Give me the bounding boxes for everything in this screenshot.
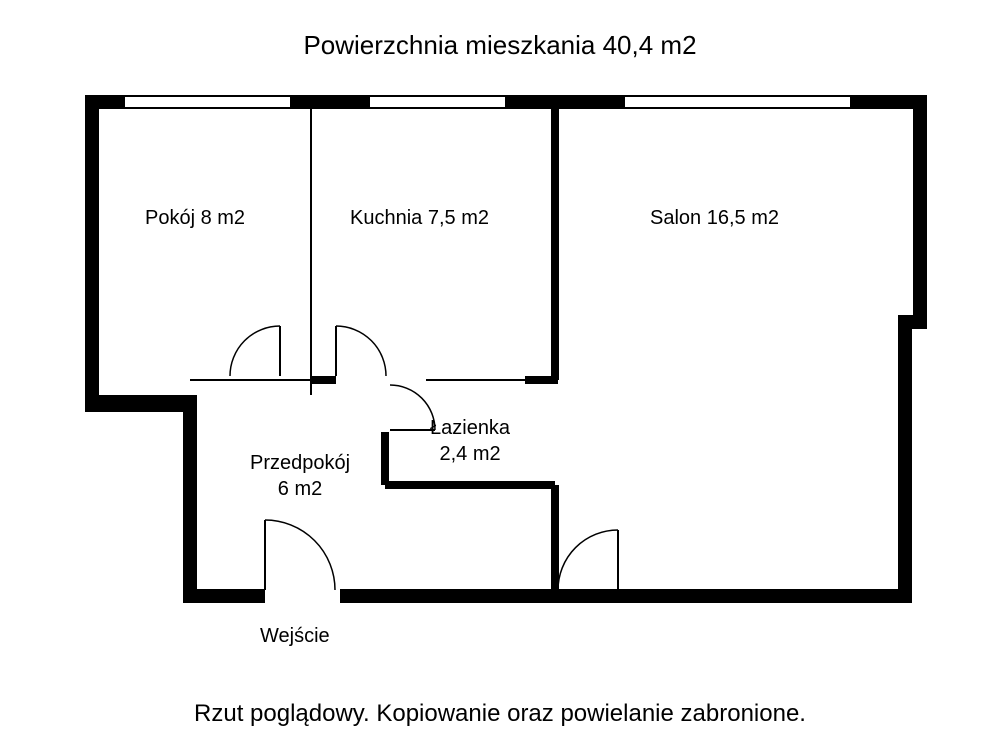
floorplan-canvas: Powierzchnia mieszkania 40,4 m2 Pokój 8 …: [0, 0, 1000, 750]
room-label-salon: Salon 16,5 m2: [650, 205, 779, 231]
footer-note: Rzut poglądowy. Kopiowanie oraz powielan…: [0, 700, 1000, 728]
room-label-przedpokoj: Przedpokój 6 m2: [250, 450, 350, 502]
room-label-kuchnia: Kuchnia 7,5 m2: [350, 205, 489, 231]
floorplan-svg: [0, 0, 1000, 750]
room-label-pokoj: Pokój 8 m2: [145, 205, 245, 231]
room-label-lazienka: Łazienka 2,4 m2: [430, 415, 510, 467]
entrance-label: Wejście: [260, 625, 330, 648]
